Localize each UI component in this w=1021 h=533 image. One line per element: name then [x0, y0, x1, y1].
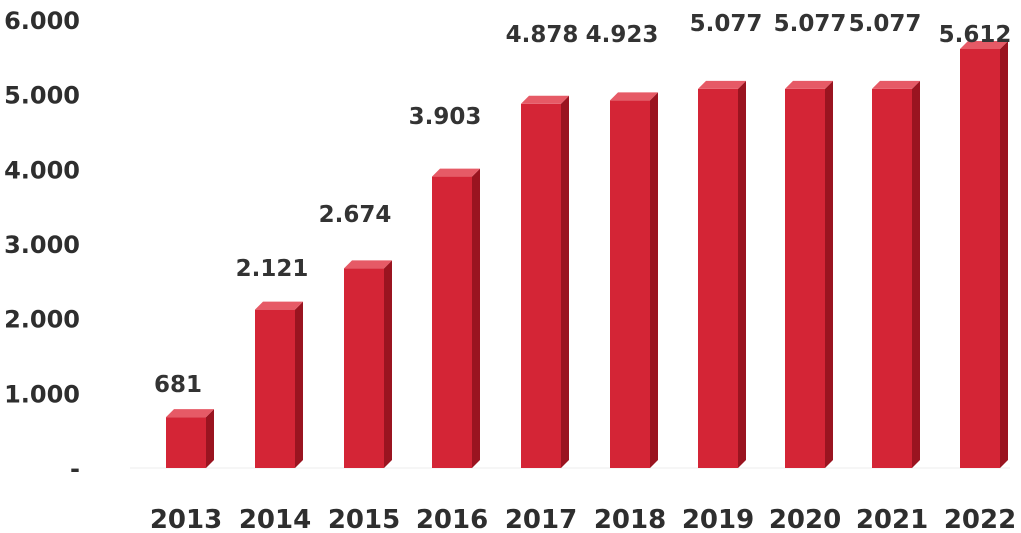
bar-top [521, 95, 569, 104]
bar-side [650, 92, 658, 468]
bars [166, 40, 1008, 469]
bar-side [1000, 40, 1008, 468]
data-label: 2.674 [319, 202, 392, 228]
y-tick-label: 2.000 [4, 306, 80, 334]
bar-side [825, 80, 833, 469]
x-tick-label: 2019 [682, 505, 754, 533]
bar-side [206, 409, 214, 468]
bar-front [521, 103, 561, 468]
bar-front [166, 417, 206, 468]
data-label: 681 [154, 372, 202, 398]
bar-top [960, 40, 1008, 49]
bar-top [255, 301, 303, 310]
bar [610, 92, 658, 468]
bar-front [255, 309, 295, 468]
bar [432, 168, 480, 469]
bar-top [698, 80, 746, 89]
y-tick-label: 6.000 [4, 7, 80, 35]
data-label: 5.077 [849, 11, 922, 37]
x-tick-label: 2021 [856, 505, 928, 533]
bar-top [166, 409, 214, 418]
x-tick-label: 2018 [594, 505, 666, 533]
bar-side [912, 80, 920, 469]
bar-top [610, 92, 658, 101]
data-label: 5.077 [774, 11, 847, 37]
bar [785, 80, 833, 469]
data-label: 5.612 [939, 22, 1012, 48]
bar [344, 260, 392, 468]
bar-top [344, 260, 392, 269]
bar [960, 40, 1008, 468]
x-tick-label: 2020 [769, 505, 841, 533]
data-label: 4.878 [506, 22, 579, 48]
data-label: 5.077 [690, 11, 763, 37]
y-tick-label: 3.000 [4, 231, 80, 259]
bar [521, 95, 569, 468]
data-label: 4.923 [586, 22, 659, 48]
x-tick-label: 2016 [416, 505, 488, 533]
bar [698, 80, 746, 469]
bar-side [295, 301, 303, 468]
bar-side [384, 260, 392, 468]
bar-front [872, 88, 912, 469]
y-axis: - 1.000 2.000 3.000 4.000 5.000 6.000 [4, 7, 1010, 483]
y-tick-label: 1.000 [4, 380, 80, 408]
y-tick-label: 5.000 [4, 82, 80, 110]
bar-front [610, 100, 650, 468]
x-tick-label: 2017 [505, 505, 577, 533]
bar-front [344, 268, 384, 468]
bar-side [738, 80, 746, 469]
bar [255, 301, 303, 468]
bar-front [432, 176, 472, 469]
x-tick-label: 2014 [239, 505, 311, 533]
x-tick-label: 2022 [944, 505, 1016, 533]
x-tick-label: 2015 [328, 505, 400, 533]
y-tick-label: - [70, 455, 80, 483]
bar [166, 409, 214, 468]
bar-side [561, 95, 569, 468]
bar-top [432, 168, 480, 177]
bar-top [872, 80, 920, 89]
bar-front [960, 48, 1000, 468]
bar-front [698, 88, 738, 469]
data-label: 2.121 [236, 256, 309, 282]
x-axis: 2013 2014 2015 2016 2017 2018 2019 2020 2021 2022 [150, 505, 1016, 533]
bar [872, 80, 920, 469]
bar-front [785, 88, 825, 469]
bar-side [472, 168, 480, 469]
data-label: 3.903 [409, 104, 482, 130]
y-tick-label: 4.000 [4, 156, 80, 184]
bar-top [785, 80, 833, 89]
x-tick-label: 2013 [150, 505, 222, 533]
